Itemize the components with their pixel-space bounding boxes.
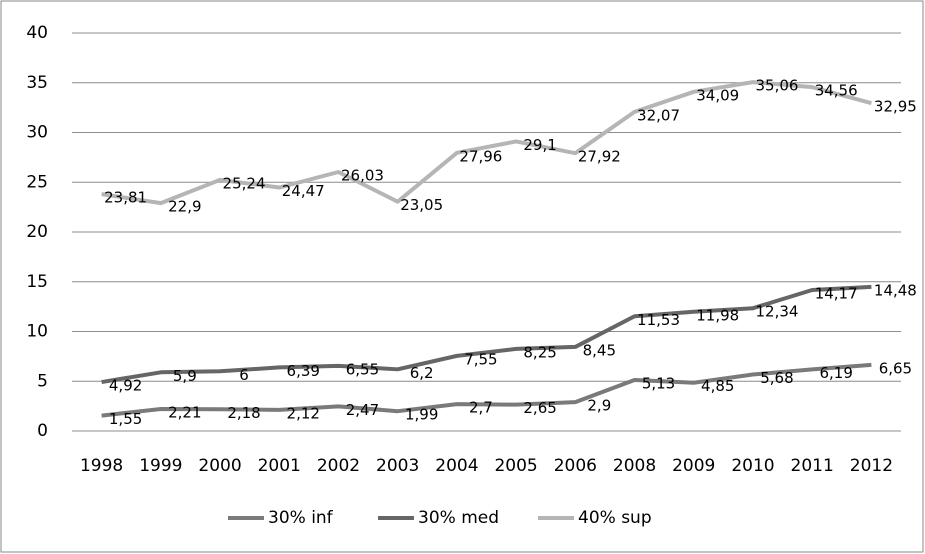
- x-tick-label: 1998: [80, 456, 123, 476]
- x-tick-label: 1999: [139, 456, 182, 476]
- value-label: 34,09: [696, 86, 739, 104]
- value-label: 6,19: [819, 364, 852, 382]
- value-label: 22,9: [168, 198, 201, 216]
- y-tick-label: 0: [37, 421, 48, 441]
- value-label: 2,21: [168, 404, 201, 422]
- y-tick-label: 30: [26, 123, 48, 143]
- y-tick-label: 5: [37, 371, 48, 391]
- value-label: 27,96: [459, 147, 502, 165]
- value-label: 6: [239, 366, 249, 384]
- value-label: 5,9: [173, 367, 197, 385]
- value-label: 6,39: [287, 362, 320, 380]
- value-label: 6,2: [410, 364, 434, 382]
- y-tick-label: 25: [26, 172, 48, 192]
- value-label: 32,95: [874, 98, 917, 116]
- x-tick-label: 2012: [850, 456, 893, 476]
- value-label: 14,48: [874, 281, 917, 299]
- x-tick-label: 2000: [198, 456, 241, 476]
- value-label: 2,12: [287, 404, 320, 422]
- value-label: 27,92: [578, 148, 621, 166]
- x-tick-label: 2006: [554, 456, 597, 476]
- x-tick-label: 2002: [317, 456, 360, 476]
- value-label: 14,17: [815, 285, 858, 303]
- x-tick-label: 2003: [376, 456, 419, 476]
- value-label: 5,13: [642, 374, 675, 392]
- x-tick-label: 2011: [791, 456, 834, 476]
- value-label: 6,65: [879, 359, 912, 377]
- value-label: 25,24: [223, 174, 266, 192]
- value-label: 12,34: [755, 303, 798, 321]
- series-line: [101, 284, 872, 385]
- value-label: 6,55: [346, 360, 379, 378]
- value-label: 7,55: [464, 350, 497, 368]
- y-tick-label: 15: [26, 272, 48, 292]
- value-label: 23,05: [400, 196, 443, 214]
- value-label: 8,25: [523, 343, 556, 361]
- value-label: 11,98: [696, 306, 739, 324]
- legend-label: 40% sup: [578, 508, 652, 528]
- value-label: 24,47: [282, 182, 325, 200]
- value-label: 2,47: [346, 401, 379, 419]
- value-label: 35,06: [755, 77, 798, 95]
- x-tick-label: 2001: [258, 456, 301, 476]
- value-label: 29,1: [523, 136, 556, 154]
- value-label: 1,99: [405, 406, 438, 424]
- x-tick-label: 2009: [672, 456, 715, 476]
- value-label: 2,9: [587, 397, 611, 415]
- value-label: 5,68: [760, 369, 793, 387]
- value-label: 2,65: [523, 399, 556, 417]
- value-label: 34,56: [815, 82, 858, 100]
- x-tick-label: 2010: [731, 456, 774, 476]
- series-line: [101, 362, 872, 418]
- value-label: 1,55: [109, 410, 142, 428]
- value-label: 2,18: [227, 404, 260, 422]
- value-label: 4,85: [701, 377, 734, 395]
- value-label: 2,7: [469, 399, 493, 417]
- y-tick-label: 10: [26, 322, 48, 342]
- x-tick-label: 2005: [494, 456, 537, 476]
- y-tick-label: 40: [26, 23, 48, 43]
- value-label: 4,92: [109, 377, 142, 395]
- x-tick-label: 2004: [435, 456, 478, 476]
- value-label: 11,53: [637, 311, 680, 329]
- x-tick-label: 2008: [613, 456, 656, 476]
- value-label: 8,45: [583, 341, 616, 359]
- value-label: 26,03: [341, 167, 384, 185]
- value-label: 23,81: [104, 189, 147, 207]
- series-line: [101, 80, 872, 206]
- legend-label: 30% inf: [268, 508, 334, 528]
- legend-label: 30% med: [418, 508, 499, 528]
- value-label: 32,07: [637, 106, 680, 124]
- y-tick-label: 20: [26, 222, 48, 242]
- y-tick-label: 35: [26, 73, 48, 93]
